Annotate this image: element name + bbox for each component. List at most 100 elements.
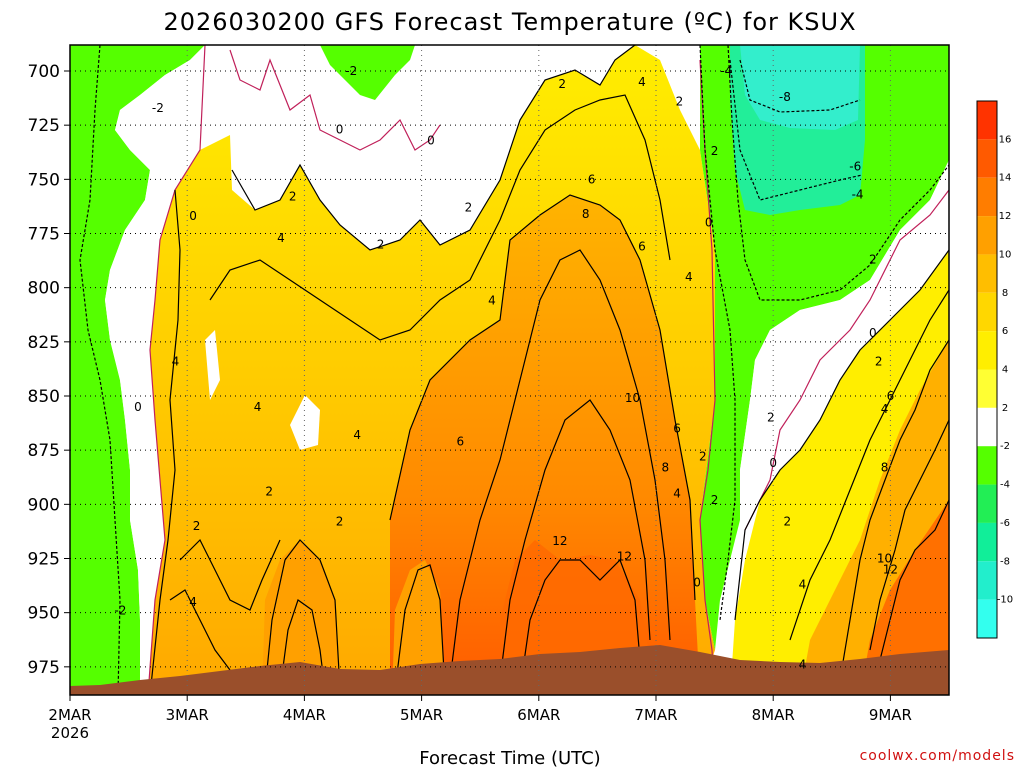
contour-label: 8 <box>582 207 590 221</box>
contour-low-mid-6 <box>394 564 446 691</box>
colorbar-swatch <box>977 407 997 447</box>
contour-label: -2 <box>152 101 164 115</box>
field-cold-west <box>70 45 205 695</box>
colorbar-swatch <box>977 599 997 638</box>
contour-label: -2 <box>345 64 357 78</box>
contour-label: 2 <box>711 144 719 158</box>
contour-label: -8 <box>779 90 791 104</box>
y-tick-label: 700 <box>28 62 60 82</box>
contour-label: 6 <box>588 172 596 186</box>
contour-zero-west <box>147 45 206 695</box>
contour-label: 0 <box>869 326 877 340</box>
y-axis: 700 725 750 775 800 825 850 875 900 925 950 975 <box>28 62 70 678</box>
contour-label: 2 <box>767 411 775 425</box>
x-tick-label: 9MAR <box>869 706 912 724</box>
x-tick-label: 3MAR <box>166 706 209 724</box>
x-tick-label: 5MAR <box>400 706 443 724</box>
colorbar-label: 12 <box>999 211 1012 222</box>
contour-west-4b <box>169 589 231 671</box>
contour-minus6-east <box>729 59 863 201</box>
contour-label: 12 <box>617 549 632 563</box>
colorbar-swatch <box>977 254 997 293</box>
contour-label: 6 <box>638 240 646 254</box>
y-tick-label: 725 <box>28 116 60 136</box>
colorbar-frame <box>976 100 998 639</box>
colorbar-label: 10 <box>999 249 1012 260</box>
contour-label: 2 <box>875 354 883 368</box>
contour-east-6 <box>839 339 949 681</box>
contour-label: 0 <box>693 575 701 589</box>
contour-label: 4 <box>172 354 180 368</box>
contour-label: 2 <box>336 515 344 529</box>
contour-label: 12 <box>883 562 898 576</box>
contour-label: 10 <box>877 552 892 566</box>
contour-two-west <box>149 189 181 695</box>
x-tick-label: 8MAR <box>752 706 795 724</box>
colorbar-swatch <box>977 177 997 217</box>
contour-label: 4 <box>488 294 496 308</box>
colorbar-swatch <box>977 292 997 332</box>
contour-label: 4 <box>799 578 807 592</box>
x-tick-label: 2MAR <box>48 706 91 724</box>
colorbar-swatch <box>977 139 997 178</box>
chart-title: 2026030200 GFS Forecast Temperature (ºC)… <box>163 8 856 36</box>
field-hottest-east <box>860 500 949 695</box>
colorbar-swatch <box>977 331 997 370</box>
contour-label: 10 <box>625 391 640 405</box>
contour-label: 2 <box>676 94 684 108</box>
colorbar-label: -10 <box>997 595 1013 606</box>
colorbar-label: -6 <box>1000 518 1010 529</box>
contour-label: 8 <box>881 461 889 475</box>
contour-ten-mid <box>499 399 651 681</box>
y-tick-label: 750 <box>28 170 60 190</box>
contour-label: 6 <box>887 389 895 403</box>
y-tick-label: 900 <box>28 495 60 515</box>
contour-label: 4 <box>189 595 197 609</box>
y-tick-label: 875 <box>28 441 60 461</box>
contour-label: -2 <box>114 604 126 618</box>
contour-label: 2 <box>193 519 201 533</box>
contour-label: 12 <box>552 534 567 548</box>
colorbar: 16 14 12 10 8 6 4 2 -2 -4 -6 -8 -10 <box>976 100 1013 639</box>
contour-minus4-east <box>727 45 949 301</box>
contour-zero-north <box>229 49 441 151</box>
contour-label: 0 <box>189 209 197 223</box>
field-cold-north <box>320 45 415 100</box>
contour-minus2-west <box>79 45 121 695</box>
y-tick-label: 950 <box>28 604 60 624</box>
contour-label: 2 <box>289 190 297 204</box>
contour-label: 2 <box>711 493 719 507</box>
colorbar-label: 6 <box>1002 326 1008 337</box>
field-neutral-pocket-b <box>205 330 220 400</box>
contour-label: 0 <box>769 456 777 470</box>
x-tick-label: 7MAR <box>634 706 677 724</box>
contour-label: 2 <box>869 253 877 267</box>
contour-label: 2 <box>699 450 707 464</box>
colorbar-swatch <box>977 561 997 600</box>
y-tick-label: 925 <box>28 550 60 570</box>
colorbar-label: 8 <box>1002 288 1008 299</box>
contour-minus8-east <box>739 59 861 113</box>
contour-zero-east-2 <box>744 189 949 531</box>
contour-eight-mid <box>449 249 671 681</box>
field-coldest-core <box>740 45 860 130</box>
contour-label: 2 <box>265 484 273 498</box>
y-tick-label: 800 <box>28 279 60 299</box>
contour-label: -4 <box>852 188 864 202</box>
colorbar-label: -2 <box>1000 441 1010 452</box>
colorbar-swatch <box>977 369 997 408</box>
colorbar-label: 4 <box>1002 365 1008 376</box>
contour-label: 6 <box>673 422 681 436</box>
contour-label: 2 <box>783 515 791 529</box>
field-neutral-east <box>740 160 949 530</box>
contour-west-4a <box>179 538 281 611</box>
colorbar-label: 16 <box>999 134 1012 145</box>
contour-six-mid <box>389 194 696 601</box>
colorbar-swatch <box>977 216 997 255</box>
x-tick-sublabel: 2026 <box>51 724 89 742</box>
field-neutral-west <box>105 45 300 695</box>
contour-lines <box>79 45 949 695</box>
contour-low-8 <box>279 599 326 691</box>
contour-label: 0 <box>427 133 435 147</box>
